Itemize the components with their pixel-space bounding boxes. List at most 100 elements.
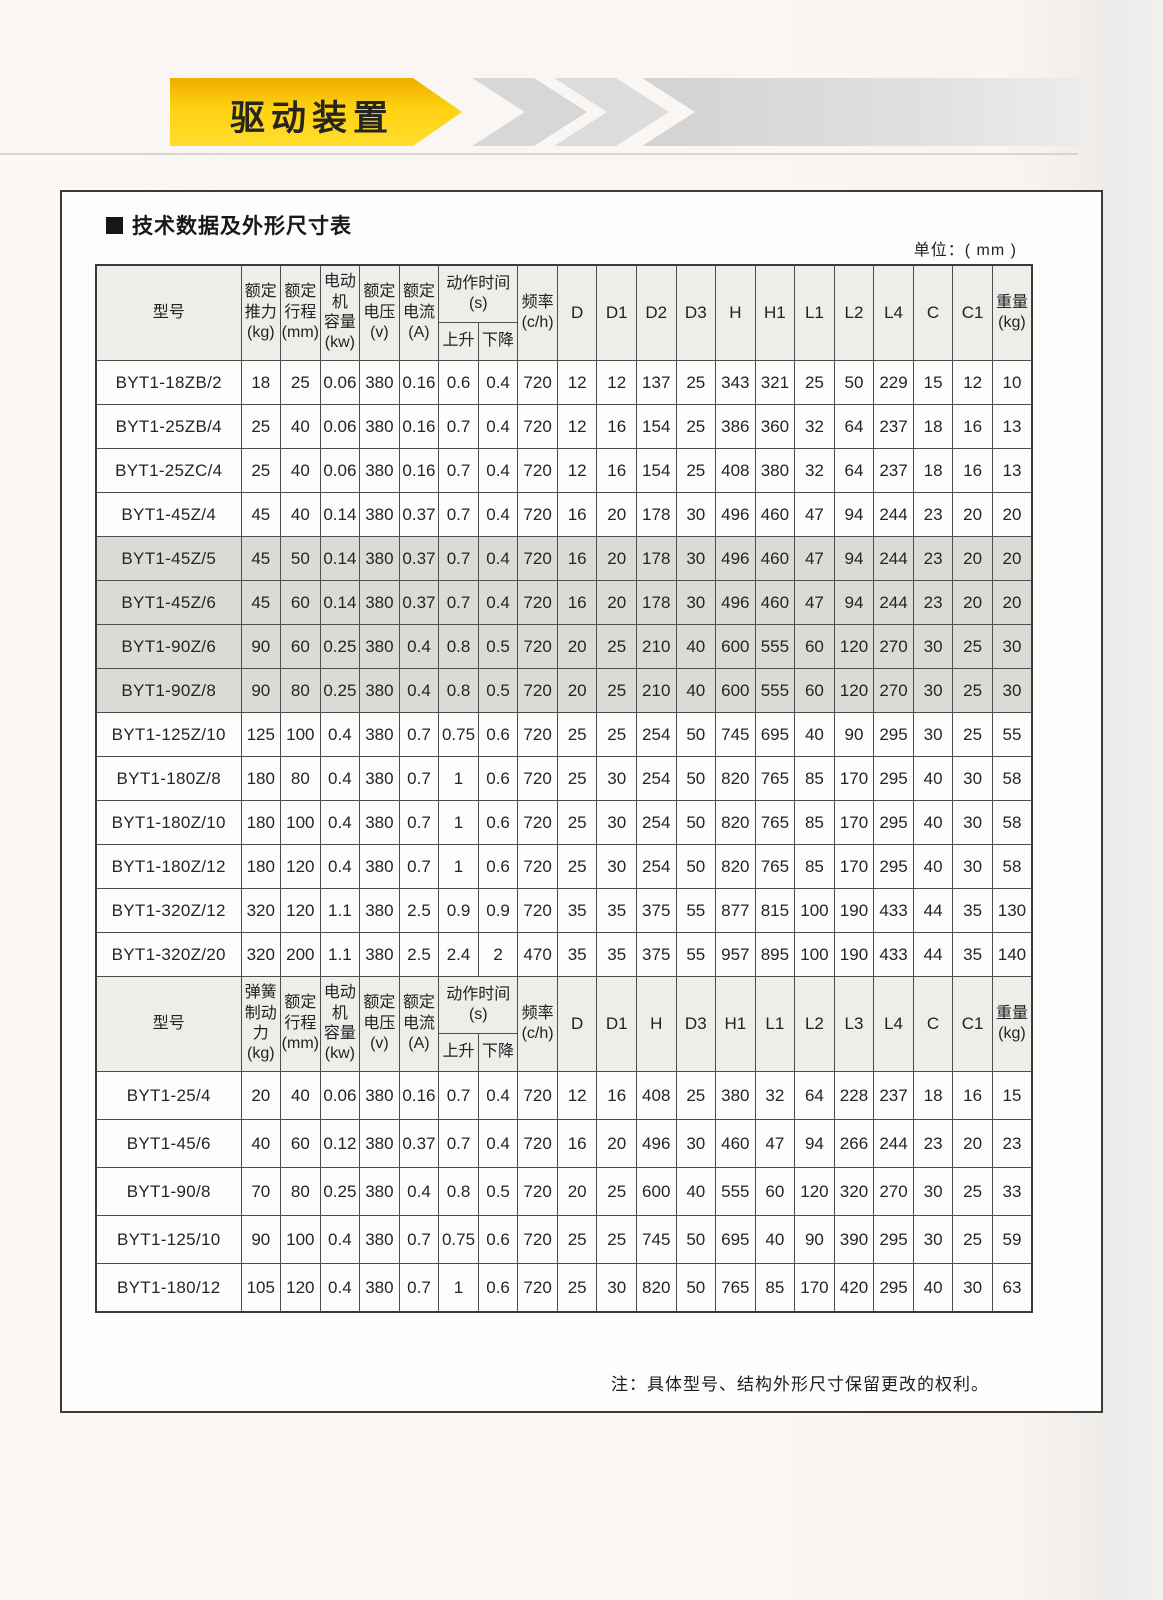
- cell-value: 55: [675, 932, 717, 977]
- cell-value: 58: [991, 800, 1033, 845]
- cell-value: 94: [833, 536, 875, 581]
- cell-value: 60: [280, 580, 321, 625]
- cell-value: 0.7: [398, 1263, 440, 1313]
- cell-value: 15: [912, 360, 954, 405]
- header-dim-d3: D3: [675, 264, 717, 361]
- header-dim-h1: H1: [754, 264, 796, 361]
- header-dim-l4: L4: [873, 976, 914, 1072]
- cell-value: 13: [991, 404, 1033, 449]
- cell-value: 25: [596, 1167, 637, 1216]
- cell-value: 745: [635, 1215, 677, 1264]
- cell-value: 170: [833, 800, 875, 845]
- cell-model: BYT1-45Z/5: [95, 536, 242, 581]
- cell-value: 12: [556, 448, 598, 493]
- cell-model: BYT1-180Z/8: [95, 756, 242, 801]
- cell-value: 90: [240, 668, 282, 713]
- cell-value: 35: [952, 932, 993, 977]
- cell-value: 60: [754, 1167, 796, 1216]
- cell-value: 2.5: [398, 888, 440, 933]
- cell-value: 0.9: [477, 888, 519, 933]
- cell-value: 25: [556, 756, 598, 801]
- cell-value: 0.7: [398, 1215, 440, 1264]
- cell-value: 100: [794, 888, 835, 933]
- cell-value: 25: [675, 448, 717, 493]
- cell-value: 170: [794, 1263, 835, 1313]
- cell-value: 1: [438, 800, 479, 845]
- cell-value: 820: [715, 844, 756, 889]
- cell-value: 390: [833, 1215, 875, 1264]
- cell-value: 0.75: [438, 712, 479, 757]
- cell-value: 0.75: [438, 1215, 479, 1264]
- cell-model: BYT1-320Z/12: [95, 888, 242, 933]
- cell-value: 720: [517, 668, 558, 713]
- cell-value: 0.6: [477, 1215, 519, 1264]
- cell-value: 0.4: [477, 404, 519, 449]
- cell-value: 100: [280, 712, 321, 757]
- cell-value: 40: [754, 1215, 796, 1264]
- cell-value: 25: [675, 1071, 717, 1120]
- banner-band-shape: [642, 78, 1082, 146]
- cell-value: 720: [517, 1119, 558, 1168]
- header-dim-c1: C1: [952, 976, 993, 1072]
- cell-value: 30: [675, 492, 717, 537]
- table-row: BYT1-45Z/6 45 60 0.14 380 0.37 0.7 0.4 720 16 20 17…: [95, 580, 1033, 625]
- cell-value: 16: [556, 536, 598, 581]
- cell-value: 47: [794, 580, 835, 625]
- cell-value: 0.16: [398, 360, 440, 405]
- cell-value: 0.4: [477, 1071, 519, 1120]
- cell-value: 25: [952, 1167, 993, 1216]
- cell-value: 18: [240, 360, 282, 405]
- cell-value: 254: [635, 756, 677, 801]
- cell-value: 320: [240, 932, 282, 977]
- header-dim-d1: D1: [596, 264, 637, 361]
- cell-value: 375: [635, 888, 677, 933]
- header-dim-l2: L2: [833, 264, 875, 361]
- cell-value: 60: [794, 624, 835, 669]
- cell-value: 40: [280, 1071, 321, 1120]
- header-dim-h1: H1: [715, 976, 756, 1072]
- cell-value: 0.7: [438, 1119, 479, 1168]
- cell-value: 380: [359, 536, 400, 581]
- table-row: BYT1-18ZB/2 18 25 0.06 380 0.16 0.6 0.4 720 12 12 1…: [95, 360, 1033, 405]
- cell-value: 180: [240, 844, 282, 889]
- cell-value: 20: [596, 1119, 637, 1168]
- cell-value: 555: [754, 624, 796, 669]
- cell-value: 50: [280, 536, 321, 581]
- cell-value: 720: [517, 448, 558, 493]
- cell-value: 30: [596, 1263, 637, 1313]
- cell-value: 0.4: [477, 580, 519, 625]
- cell-value: 600: [635, 1167, 677, 1216]
- cell-value: 16: [556, 1119, 598, 1168]
- cell-value: 1: [438, 756, 479, 801]
- cell-value: 25: [952, 624, 993, 669]
- cell-model: BYT1-25/4: [95, 1071, 242, 1120]
- cell-value: 125: [240, 712, 282, 757]
- cell-model: BYT1-180Z/10: [95, 800, 242, 845]
- cell-value: 720: [517, 1215, 558, 1264]
- cell-model: BYT1-25ZB/4: [95, 404, 242, 449]
- cell-value: 254: [635, 712, 677, 757]
- chevron-right-icon: [554, 78, 669, 146]
- cell-value: 100: [280, 800, 321, 845]
- cell-value: 23: [912, 492, 954, 537]
- header-dim-d3: D3: [675, 976, 717, 1072]
- cell-value: 20: [240, 1071, 282, 1120]
- divider-line: [0, 153, 1078, 155]
- cell-value: 85: [794, 800, 835, 845]
- cell-value: 64: [833, 448, 875, 493]
- cell-value: 229: [873, 360, 914, 405]
- cell-value: 420: [833, 1263, 875, 1313]
- cell-value: 180: [240, 800, 282, 845]
- cell-value: 20: [991, 580, 1033, 625]
- table-row: BYT1-90Z/8 90 80 0.25 380 0.4 0.8 0.5 720 20 25 210…: [95, 668, 1033, 713]
- cell-value: 30: [952, 844, 993, 889]
- cell-value: 154: [635, 448, 677, 493]
- cell-value: 40: [912, 756, 954, 801]
- cell-model: BYT1-90/8: [95, 1167, 242, 1216]
- header-model: 型号: [95, 264, 242, 361]
- cell-value: 0.14: [319, 492, 361, 537]
- cell-value: 120: [833, 668, 875, 713]
- cell-value: 47: [794, 492, 835, 537]
- cell-value: 720: [517, 712, 558, 757]
- cell-value: 0.14: [319, 580, 361, 625]
